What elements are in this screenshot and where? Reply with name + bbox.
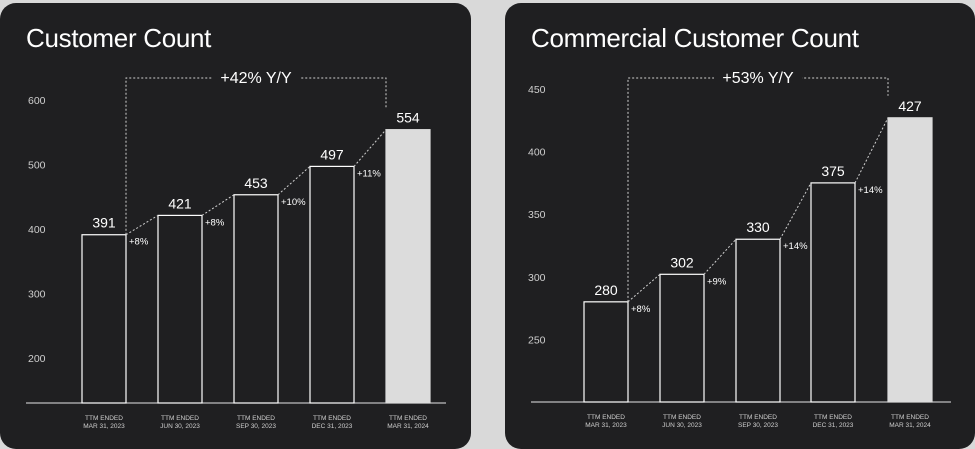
x-tick-label: TTM ENDED — [587, 414, 625, 421]
bar — [887, 117, 933, 403]
growth-connector — [277, 166, 311, 196]
y-tick-label: 400 — [28, 224, 46, 236]
chart-title: Customer Count — [26, 23, 212, 53]
bar — [735, 238, 781, 403]
x-tick-label: MAR 31, 2024 — [889, 422, 931, 429]
x-tick-label: DEC 31, 2023 — [312, 423, 353, 430]
y-tick-label: 450 — [528, 84, 546, 96]
y-tick-label: 250 — [528, 334, 546, 346]
growth-label: +10% — [281, 197, 306, 208]
growth-label: +14% — [783, 241, 808, 252]
yoy-label: +53% Y/Y — [722, 70, 794, 87]
bar — [157, 214, 203, 404]
growth-connector — [353, 129, 387, 167]
y-tick-label: 500 — [28, 159, 46, 171]
x-tick-label: TTM ENDED — [313, 415, 351, 422]
x-tick-label: JUN 30, 2023 — [662, 422, 702, 429]
bar-value-label: 280 — [594, 282, 618, 298]
customer-count-panel: Customer Count 200 300 400 500 600 391 TTM END… — [0, 3, 471, 449]
y-tick-label: 200 — [28, 353, 46, 365]
y-tick-label: 350 — [528, 209, 546, 221]
growth-connector — [854, 117, 889, 184]
x-tick-label: TTM ENDED — [739, 414, 777, 421]
bar — [385, 129, 431, 404]
growth-connector — [201, 194, 235, 216]
bar-value-label: 554 — [396, 110, 420, 126]
bar-value-label: 497 — [320, 146, 344, 162]
yoy-label-background — [714, 66, 802, 88]
bar-value-label: 302 — [670, 254, 694, 270]
growth-connector — [779, 182, 812, 240]
x-tick-label: SEP 30, 2023 — [738, 422, 778, 429]
growth-connector — [125, 214, 159, 236]
bar — [810, 182, 856, 403]
bar — [81, 234, 127, 404]
x-tick-label: TTM ENDED — [663, 414, 701, 421]
x-tick-label: TTM ENDED — [161, 415, 199, 422]
x-tick-label: TTM ENDED — [891, 414, 929, 421]
x-tick-label: MAR 31, 2024 — [387, 423, 429, 430]
yoy-label-background — [212, 66, 300, 88]
growth-label: +11% — [357, 168, 381, 179]
x-tick-label: JUN 30, 2023 — [160, 423, 200, 430]
growth-label: +8% — [631, 304, 651, 315]
bar — [583, 301, 629, 403]
x-tick-label: TTM ENDED — [814, 414, 852, 421]
growth-label: +14% — [858, 185, 883, 196]
bar-value-label: 375 — [821, 163, 845, 179]
growth-label: +8% — [205, 217, 225, 228]
y-tick-label: 300 — [528, 272, 546, 284]
y-tick-label: 300 — [28, 288, 46, 300]
bar-value-label: 330 — [746, 219, 770, 235]
yoy-label: +42% Y/Y — [220, 70, 292, 87]
growth-label: +9% — [707, 276, 727, 287]
bar — [309, 165, 355, 404]
x-tick-label: MAR 31, 2023 — [83, 423, 125, 430]
x-tick-label: DEC 31, 2023 — [813, 422, 854, 429]
x-tick-label: TTM ENDED — [237, 415, 275, 422]
growth-connector — [703, 238, 737, 275]
x-tick-label: TTM ENDED — [85, 415, 123, 422]
x-tick-label: TTM ENDED — [389, 415, 427, 422]
bar — [233, 194, 279, 404]
x-tick-label: MAR 31, 2023 — [585, 422, 627, 429]
growth-connector — [627, 273, 661, 303]
growth-label: +8% — [129, 237, 149, 248]
bar-value-label: 421 — [168, 195, 192, 211]
bar-value-label: 427 — [898, 98, 922, 114]
x-tick-label: SEP 30, 2023 — [236, 423, 276, 430]
chart-title: Commercial Customer Count — [531, 23, 859, 53]
bar — [659, 273, 705, 403]
bar-value-label: 453 — [244, 175, 268, 191]
bar-value-label: 391 — [92, 215, 116, 231]
commercial-customer-count-panel: Commercial Customer Count 250 300 350 400 45… — [505, 3, 975, 449]
y-tick-label: 600 — [28, 95, 46, 107]
y-tick-label: 400 — [528, 147, 546, 159]
